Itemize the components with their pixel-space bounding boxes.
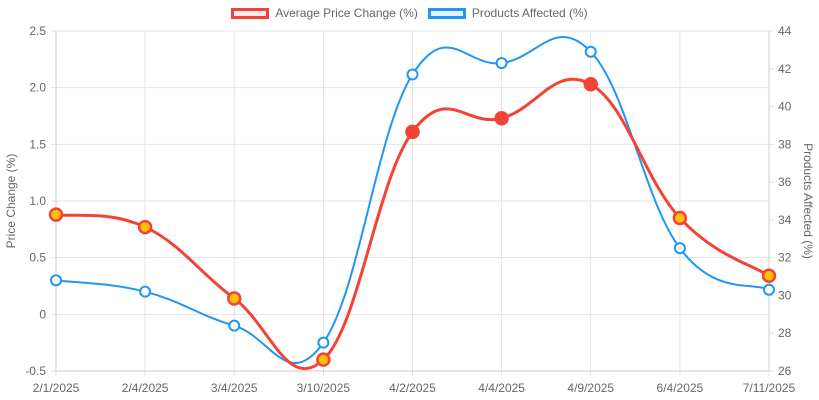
y-tick-label: 0 xyxy=(39,307,46,321)
price-change-point xyxy=(761,268,777,284)
x-tick-label: 4/9/2025 xyxy=(567,381,614,395)
products-affected-point xyxy=(228,319,241,332)
price-change-point xyxy=(583,77,598,92)
y2-tick-label: 30 xyxy=(778,288,792,302)
price-change-point xyxy=(48,207,64,222)
y2-tick-label: 44 xyxy=(778,24,792,38)
x-tick-label: 6/4/2025 xyxy=(657,381,704,395)
y-tick-label: 2.5 xyxy=(29,24,46,38)
x-tick-label: 2/4/2025 xyxy=(122,381,169,395)
products-affected-point xyxy=(317,336,330,349)
products-affected-point xyxy=(406,68,419,81)
x-tick-label: 2/1/2025 xyxy=(33,381,80,395)
y2-tick-label: 32 xyxy=(778,251,792,265)
products-affected-point xyxy=(673,242,686,255)
y2-tick-label: 28 xyxy=(778,326,792,340)
price-change-point xyxy=(137,219,153,235)
y2-tick-label: 36 xyxy=(778,175,792,189)
y-tick-label: 1.0 xyxy=(29,194,46,208)
x-tick-label: 4/2/2025 xyxy=(389,381,436,395)
legend-item-price-change[interactable]: Average Price Change (%) xyxy=(231,6,418,20)
legend-swatch-price-change xyxy=(231,7,270,19)
x-tick-label: 7/11/2025 xyxy=(743,381,796,395)
y2-tick-label: 40 xyxy=(778,100,792,114)
y2-tick-label: 26 xyxy=(778,364,792,378)
price-change-point xyxy=(672,210,688,226)
legend: Average Price Change (%) Products Affect… xyxy=(0,6,819,20)
y2-axis-label: Products Affected (%) xyxy=(801,143,815,259)
y-axis-label: Price Change (%) xyxy=(4,154,18,249)
legend-swatch-products-affected xyxy=(427,7,466,19)
price-change-point xyxy=(316,352,331,367)
products-affected-point xyxy=(495,57,508,70)
y-tick-label: 0.5 xyxy=(29,251,46,265)
y-tick-label: 2.0 xyxy=(29,81,46,95)
y2-tick-label: 38 xyxy=(778,137,792,151)
y-tick-label: -0.5 xyxy=(25,364,46,378)
products-affected-point xyxy=(584,45,597,58)
products-affected-point xyxy=(763,283,775,296)
y2-tick-label: 42 xyxy=(778,62,792,76)
x-tick-label: 3/4/2025 xyxy=(211,381,258,395)
y-tick-label: 1.5 xyxy=(29,137,46,151)
products-affected-point xyxy=(50,274,62,287)
price-change-point xyxy=(227,291,242,306)
legend-label: Products Affected (%) xyxy=(471,6,588,20)
x-tick-label: 4/4/2025 xyxy=(478,381,525,395)
products-affected-point xyxy=(139,285,152,298)
legend-item-products-affected[interactable]: Products Affected (%) xyxy=(427,6,588,20)
legend-label: Average Price Change (%) xyxy=(275,6,418,20)
price-change-point xyxy=(494,111,509,126)
y2-tick-label: 34 xyxy=(778,213,792,227)
x-tick-label: 3/10/2025 xyxy=(297,381,351,395)
price-change-point xyxy=(405,124,420,140)
